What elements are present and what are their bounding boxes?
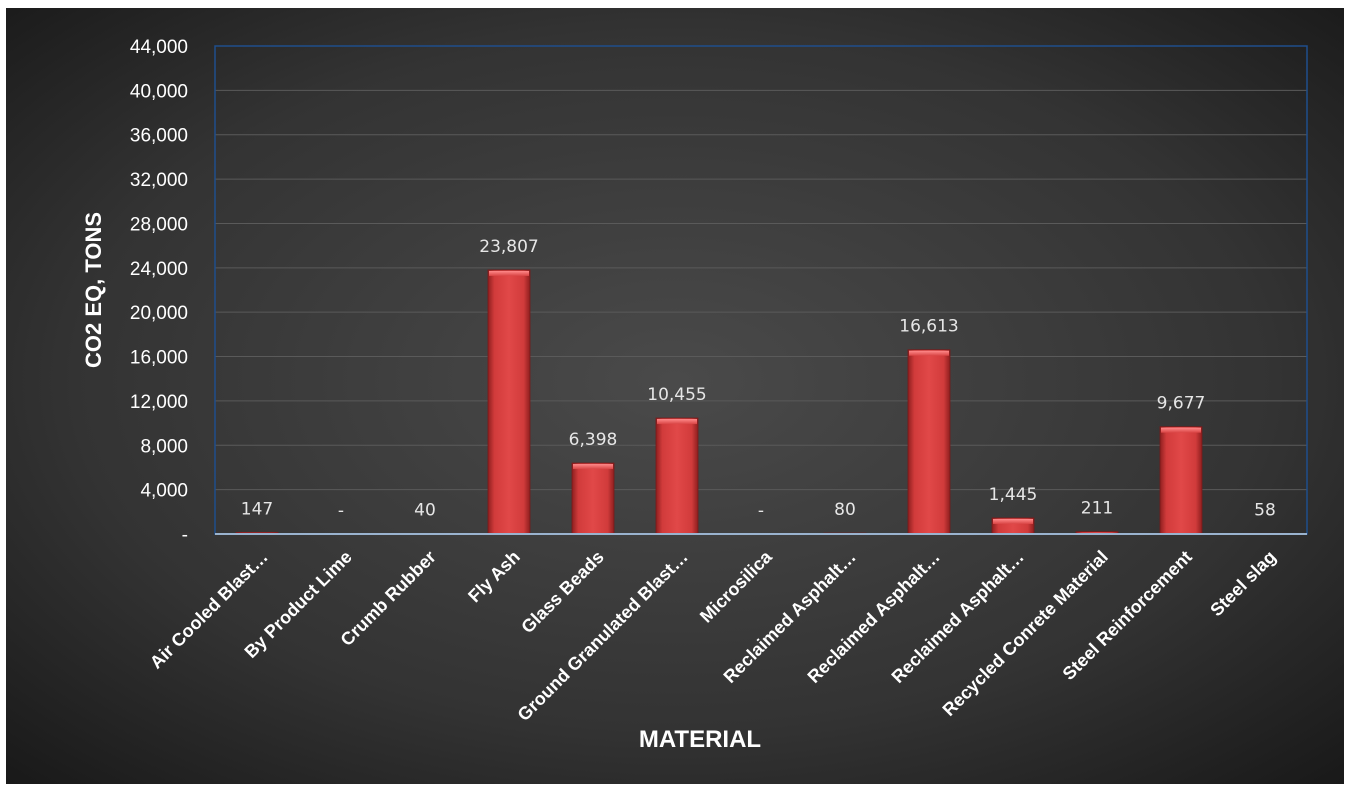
data-label: 147 <box>241 499 273 519</box>
data-label: - <box>758 501 764 521</box>
bar-highlight <box>1161 427 1201 433</box>
bar <box>571 462 615 535</box>
data-label: 1,445 <box>989 485 1038 505</box>
bar <box>1159 426 1203 535</box>
data-label: 9,677 <box>1157 394 1206 414</box>
y-tick-label: 20,000 <box>130 303 188 324</box>
y-tick-label: 44,000 <box>130 37 188 58</box>
bar-highlight <box>993 518 1033 524</box>
data-label: 80 <box>834 500 856 520</box>
data-label: 23,807 <box>479 237 538 257</box>
bar <box>907 349 951 535</box>
y-tick-label: 12,000 <box>130 392 188 413</box>
bar-highlight <box>489 270 529 276</box>
y-tick-label: 8,000 <box>140 436 188 457</box>
bar <box>655 417 699 535</box>
chart-background <box>6 8 1344 784</box>
data-label: 6,398 <box>569 430 618 450</box>
y-tick-label: 24,000 <box>130 259 188 280</box>
data-label: 211 <box>1081 499 1113 519</box>
data-labels: 147 - 40 23,807 6,398 10,455 - 80 16,613 1,445 211… <box>241 237 1276 521</box>
y-tick-label: 16,000 <box>130 348 188 369</box>
bar <box>487 269 531 535</box>
y-tick-label: 32,000 <box>130 170 188 191</box>
bar-chart: 147 - 40 23,807 6,398 10,455 - 80 16,613 1,445 211… <box>6 8 1344 784</box>
bar-highlight <box>909 350 949 356</box>
y-tick-label: 36,000 <box>130 126 188 147</box>
bar-highlight <box>657 419 697 425</box>
y-axis-ticks: - 4,000 8,000 12,000 16,000 20,000 24,000 28,00… <box>130 37 188 546</box>
bar-highlight <box>573 464 613 470</box>
data-label: - <box>338 501 344 521</box>
data-label: 10,455 <box>647 385 706 405</box>
data-label: 16,613 <box>899 317 958 337</box>
y-tick-label: 40,000 <box>130 81 188 102</box>
y-axis-title: CO2 EQ, TONS <box>81 212 106 368</box>
y-tick-label: 4,000 <box>140 481 188 502</box>
x-axis-title: MATERIAL <box>639 726 761 753</box>
data-label: 40 <box>414 501 436 521</box>
chart-frame: 147 - 40 23,807 6,398 10,455 - 80 16,613 1,445 211… <box>6 8 1344 784</box>
y-tick-label: - <box>182 525 188 546</box>
y-tick-label: 28,000 <box>130 214 188 235</box>
data-label: 58 <box>1254 500 1276 520</box>
